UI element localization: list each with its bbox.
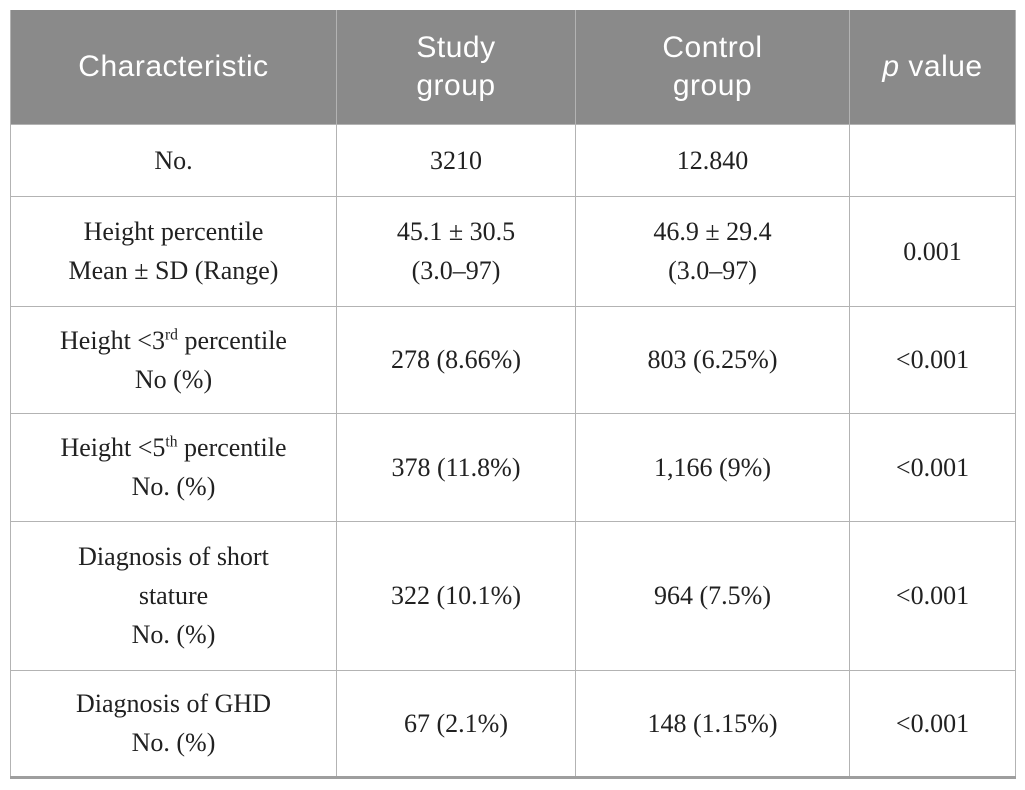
cell-p-value: 0.001: [849, 195, 1016, 307]
header-study-group: Study group: [336, 10, 576, 125]
cell-characteristic: No.: [10, 123, 337, 197]
cell-control-group: 46.9 ± 29.4 (3.0–97): [575, 195, 850, 307]
cell-study-group: 45.1 ± 30.5 (3.0–97): [336, 195, 576, 307]
cell-p-value: <0.001: [849, 520, 1016, 671]
cell-characteristic: Height <5th percentile No. (%): [10, 412, 337, 522]
header-control-group: Control group: [575, 10, 850, 125]
cell-study-group: 67 (2.1%): [336, 669, 576, 778]
cell-control-group: 803 (6.25%): [575, 305, 850, 414]
cell-control-group: 964 (7.5%): [575, 520, 850, 671]
cell-p-value: [849, 123, 1016, 197]
table-row: Diagnosis of GHD No. (%) 67 (2.1%) 148 (1.1…: [10, 669, 1016, 778]
cell-study-group: 322 (10.1%): [336, 520, 576, 671]
cell-control-group: 148 (1.15%): [575, 669, 850, 778]
cell-study-group: 278 (8.66%): [336, 305, 576, 414]
cell-study-group: 378 (11.8%): [336, 412, 576, 522]
table-body: No. 3210 12.840 Height percentile Mean ± SD …: [10, 123, 1016, 778]
table-row: No. 3210 12.840: [10, 123, 1016, 197]
table-row: Diagnosis of short stature No. (%) 322 (10.…: [10, 520, 1016, 671]
cell-p-value: <0.001: [849, 412, 1016, 522]
table-header: Characteristic Study group Control group p…: [10, 10, 1016, 125]
cell-control-group: 12.840: [575, 123, 850, 197]
cell-characteristic: Diagnosis of GHD No. (%): [10, 669, 337, 778]
cell-p-value: <0.001: [849, 305, 1016, 414]
cell-control-group: 1,166 (9%): [575, 412, 850, 522]
cell-study-group: 3210: [336, 123, 576, 197]
table-row: Height <3rd percentile No (%) 278 (8.66%) 8…: [10, 305, 1016, 414]
header-p-value: p value: [849, 10, 1016, 125]
cell-p-value: <0.001: [849, 669, 1016, 778]
table-row: Height percentile Mean ± SD (Range) 45.1 ±…: [10, 195, 1016, 307]
header-row: Characteristic Study group Control group p…: [10, 10, 1016, 125]
cell-characteristic: Height <3rd percentile No (%): [10, 305, 337, 414]
comparison-table: Characteristic Study group Control group p…: [10, 10, 1016, 779]
header-characteristic: Characteristic: [10, 10, 337, 125]
table-row: Height <5th percentile No. (%) 378 (11.8%)…: [10, 412, 1016, 522]
cell-characteristic: Diagnosis of short stature No. (%): [10, 520, 337, 671]
cell-characteristic: Height percentile Mean ± SD (Range): [10, 195, 337, 307]
